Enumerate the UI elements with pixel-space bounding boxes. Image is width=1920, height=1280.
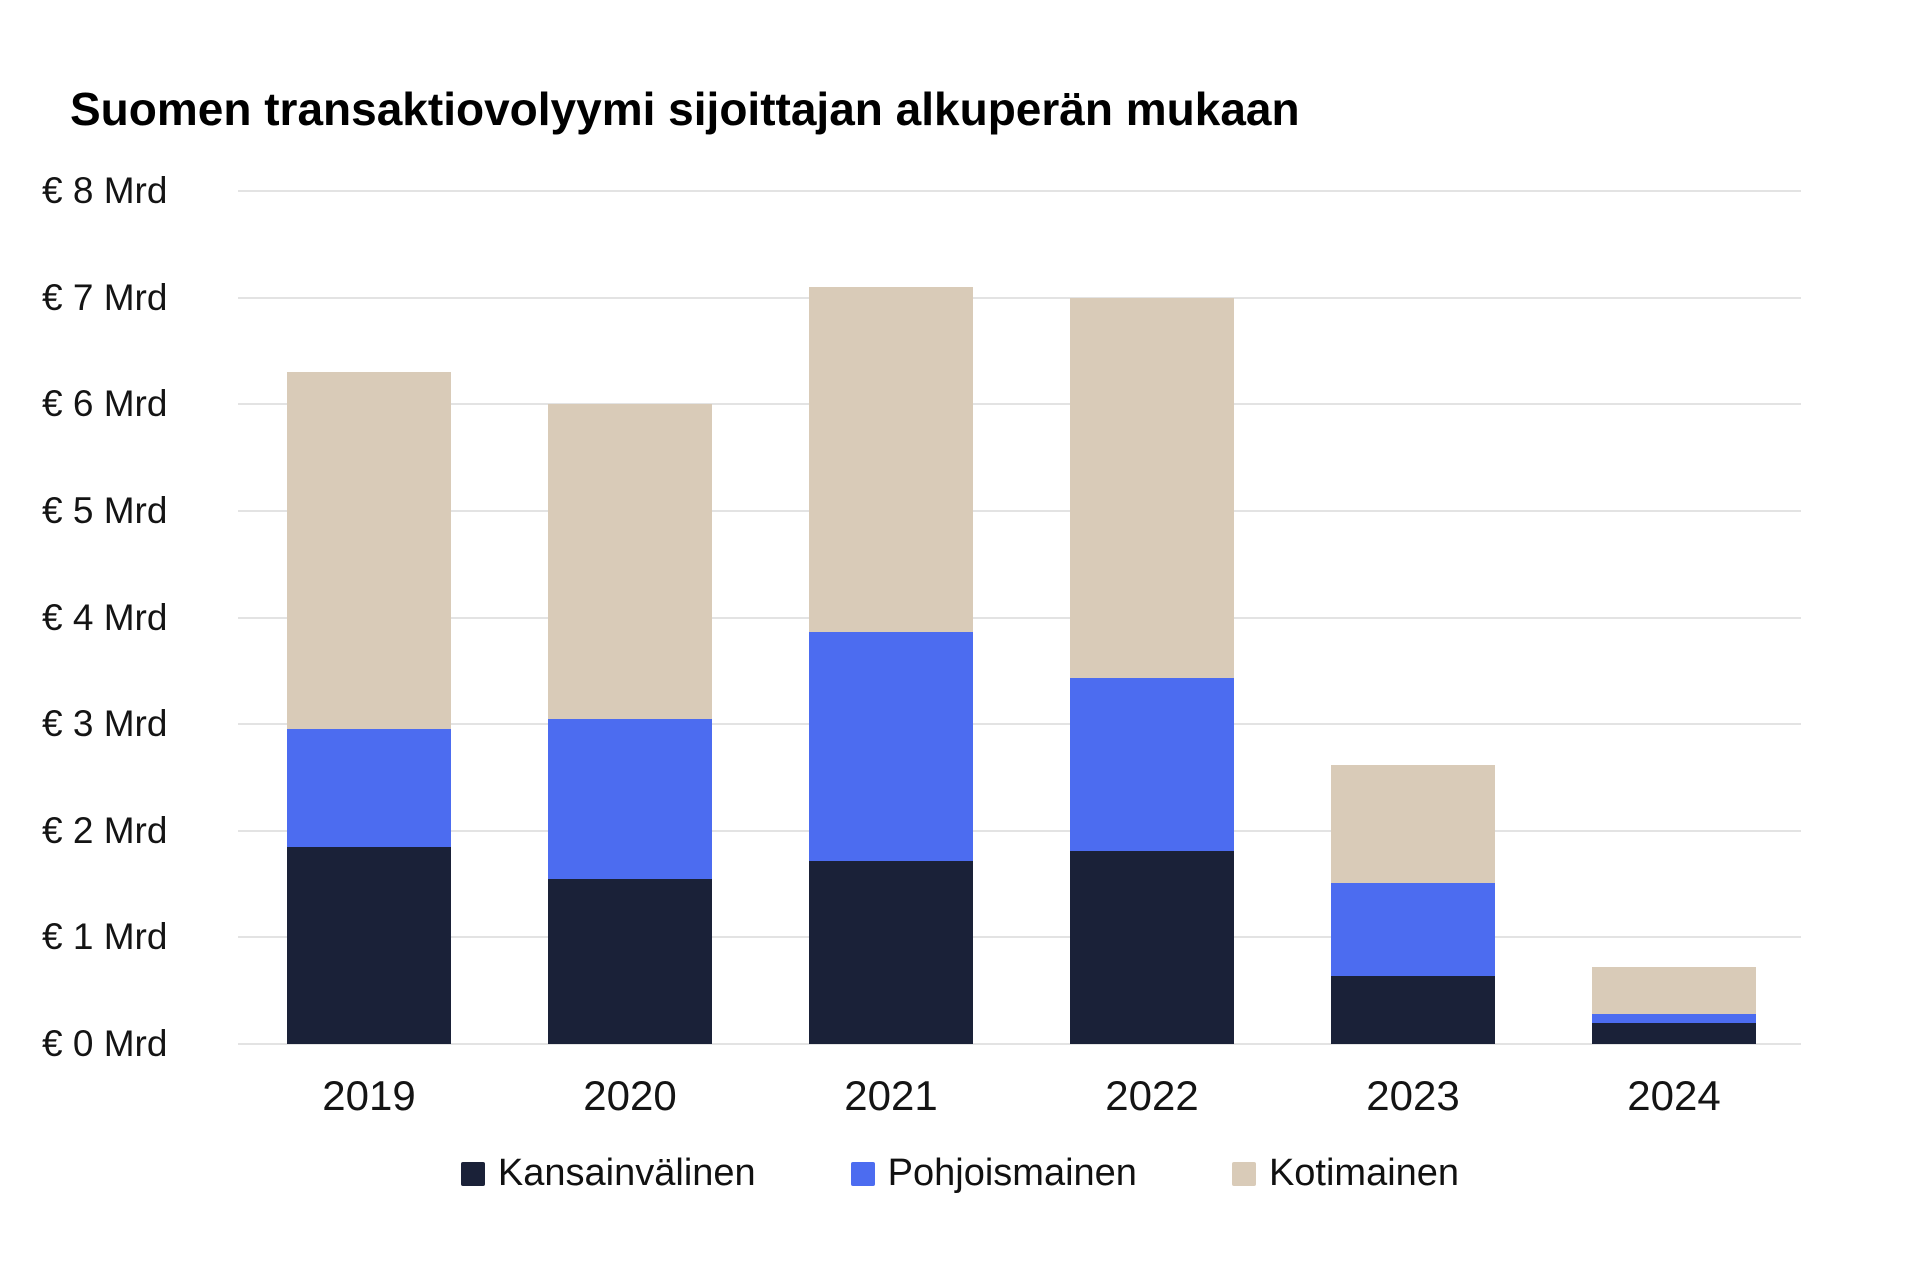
legend-swatch-kansainvälinen [460, 1161, 485, 1186]
x-tick-label-2024: 2024 [1627, 1072, 1721, 1119]
y-tick-label-0-mrd: € 0 Mrd [42, 1023, 168, 1064]
gridline-6-mrd [238, 403, 1801, 406]
bar-segment-2019-kotimainen [287, 372, 451, 730]
x-tick-label-2021: 2021 [844, 1072, 938, 1119]
gridline-2-mrd [238, 829, 1801, 832]
bar-segment-2020-kotimainen [548, 404, 712, 719]
chart-title: Suomen transaktiovolyymi sijoittajan alk… [70, 83, 1300, 135]
gridline-0-mrd [238, 1043, 1801, 1045]
bar-segment-2019-kansainvälinen [287, 846, 451, 1044]
bar-segment-2023-pohjoismainen [1331, 882, 1495, 976]
gridline-3-mrd [238, 723, 1801, 726]
y-tick-label-2-mrd: € 2 Mrd [42, 809, 168, 851]
bar-segment-2020-pohjoismainen [548, 718, 712, 879]
gridline-8-mrd [238, 190, 1801, 192]
gridline-7-mrd [238, 296, 1801, 299]
x-tick-label-2019: 2019 [322, 1072, 416, 1119]
bar-segment-2024-kansainvälinen [1592, 1022, 1756, 1044]
bar-segment-2022-pohjoismainen [1070, 678, 1234, 851]
bar-segment-2023-kansainvälinen [1331, 975, 1495, 1044]
bar-segment-2022-kansainvälinen [1070, 851, 1234, 1044]
y-tick-label-5-mrd: € 5 Mrd [42, 489, 168, 531]
legend-item-kotimainen: Kotimainen [1231, 1152, 1460, 1195]
gridline-5-mrd [238, 509, 1801, 512]
bar-segment-2024-kotimainen [1592, 967, 1756, 1015]
bar-segment-2020-kansainvälinen [548, 878, 712, 1044]
legend-label-pohjoismainen: Pohjoismainen [887, 1152, 1137, 1194]
y-tick-label-3-mrd: € 3 Mrd [42, 703, 168, 745]
y-tick-label-6-mrd: € 6 Mrd [42, 383, 168, 425]
bar-segment-2019-pohjoismainen [287, 729, 451, 847]
bar-segment-2024-pohjoismainen [1592, 1014, 1756, 1023]
legend-label-kansainvälinen: Kansainvälinen [497, 1152, 756, 1194]
bar-segment-2021-kansainvälinen [809, 860, 973, 1044]
x-tick-label-2023: 2023 [1366, 1072, 1460, 1119]
bar-segment-2023-kotimainen [1331, 764, 1495, 883]
legend: Kansainvälinen Pohjoismainen Kotimainen [0, 1152, 1920, 1195]
y-tick-label-4-mrd: € 4 Mrd [42, 596, 168, 638]
y-tick-label-7-mrd: € 7 Mrd [42, 276, 168, 318]
legend-item-pohjoismainen: Pohjoismainen [850, 1152, 1137, 1195]
y-tick-label-1-mrd: € 1 Mrd [42, 916, 168, 958]
legend-swatch-kotimainen [1231, 1161, 1256, 1186]
bar-segment-2021-pohjoismainen [809, 632, 973, 861]
gridline-1-mrd [238, 936, 1801, 939]
gridline-4-mrd [238, 616, 1801, 619]
legend-swatch-pohjoismainen [850, 1161, 875, 1186]
legend-item-kansainvälinen: Kansainvälinen [460, 1152, 756, 1195]
legend-label-kotimainen: Kotimainen [1268, 1152, 1460, 1194]
bar-segment-2021-kotimainen [809, 286, 973, 633]
y-tick-label-8-mrd: € 8 Mrd [42, 170, 168, 211]
x-tick-label-2022: 2022 [1105, 1072, 1199, 1119]
bar-segment-2022-kotimainen [1070, 297, 1234, 679]
x-tick-label-2020: 2020 [583, 1072, 677, 1119]
